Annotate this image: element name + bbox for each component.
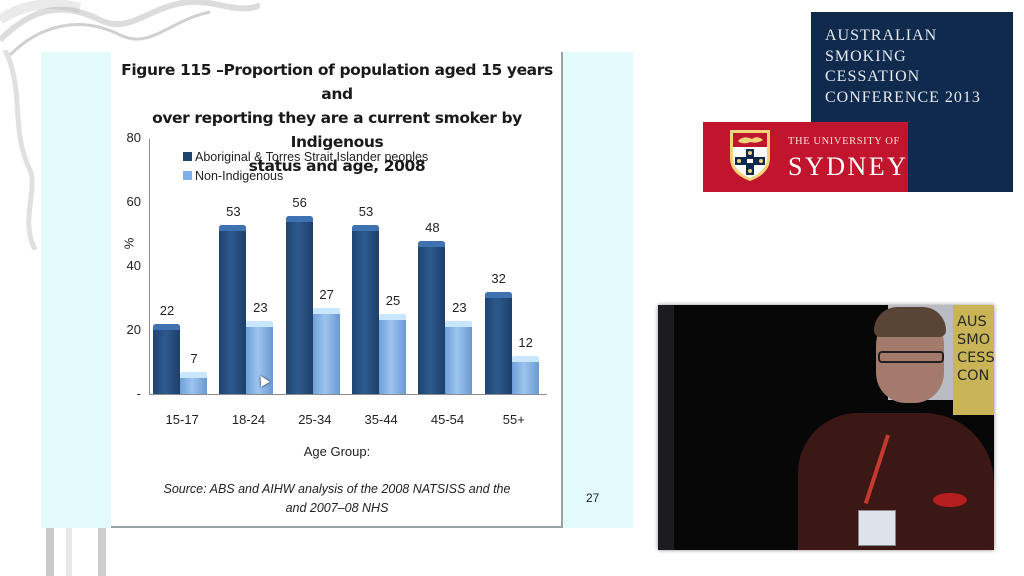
x-tick: 45-54: [430, 412, 465, 427]
chart-title: Figure 115 –Proportion of population age…: [111, 58, 563, 178]
bar-value-label: 23: [253, 299, 268, 315]
bar-indigenous: [285, 215, 313, 394]
bar-non-indigenous: [511, 355, 539, 394]
chart-source: Source: ABS and AIHW analysis of the 200…: [111, 480, 563, 518]
x-axis-title: Age Group:: [303, 444, 371, 459]
y-tick: 40: [126, 258, 141, 273]
bar-indigenous: [418, 241, 446, 394]
speaker-video: AUS SMO CESS CON: [658, 305, 994, 550]
speaker-hair: [874, 307, 946, 337]
chart-slide: Figure 115 –Proportion of population age…: [111, 52, 563, 528]
bar-value-label: 25: [385, 293, 401, 309]
university-logo: THE UNIVERSITY OF SYDNEY: [703, 122, 908, 192]
slide-left-margin: [41, 52, 111, 528]
video-curtain: [658, 305, 674, 550]
plot-area: 22 7 53 23 56 27 53 25 48 23 32 12: [149, 139, 547, 395]
x-axis: [149, 394, 547, 395]
source-line: and 2007–08 NHS: [285, 501, 389, 515]
bar-value-label: 23: [452, 299, 467, 315]
bar-value-label: 32: [491, 271, 506, 286]
smoke-decoration-bottom: [46, 528, 106, 576]
bar-indigenous: [153, 323, 180, 394]
y-axis: [149, 139, 150, 395]
legend-swatch: [183, 171, 192, 180]
university-crest-icon: [730, 130, 770, 181]
x-tick: 35-44: [364, 412, 398, 427]
bar-indigenous: [219, 225, 247, 394]
bar-value-label: 27: [319, 286, 334, 302]
bar-non-indigenous: [312, 307, 340, 394]
bar-indigenous: [352, 225, 379, 394]
x-tick: 18-24: [231, 412, 266, 427]
slide-page-number: 27: [586, 491, 600, 505]
microphone-icon: [933, 493, 967, 507]
bar-value-label: 53: [358, 204, 374, 220]
x-tick: 25-34: [298, 412, 332, 427]
y-tick: 20: [126, 322, 141, 337]
bar-non-indigenous: [379, 314, 406, 394]
video-banner: AUS SMO CESS CON: [953, 305, 994, 415]
smoke-decoration-left: [2, 50, 38, 250]
glasses-icon: [878, 351, 944, 363]
legend-label: Non-Indigenous: [195, 168, 284, 183]
bar-non-indigenous: [445, 320, 473, 394]
x-tick: 15-17: [165, 412, 199, 427]
y-axis-label: %: [121, 237, 137, 250]
bar-value-label: 12: [518, 334, 533, 350]
slide-right-margin: [563, 52, 633, 528]
banner-text: AUS SMO CESS CON: [957, 314, 994, 384]
chart-title-line: status and age, 2008: [248, 157, 426, 175]
bar-indigenous: [484, 292, 512, 394]
chart-legend: Aboriginal & Torres Strait Islander peop…: [183, 147, 428, 185]
university-of-label: THE UNIVERSITY OF: [788, 136, 900, 147]
legend-swatch: [183, 152, 192, 161]
smoke-decoration-top: [0, 0, 260, 57]
bar-value-label: 22: [159, 302, 175, 318]
y-tick: 60: [126, 194, 141, 209]
bar-value-label: 7: [190, 350, 198, 366]
legend-item-indigenous: Aboriginal & Torres Strait Islander peop…: [183, 147, 428, 166]
x-tick: 55+: [502, 412, 525, 427]
source-line: Source: ABS and AIHW analysis of the 200…: [163, 482, 511, 496]
bar-value-label: 48: [425, 220, 440, 235]
bar-non-indigenous: [180, 371, 207, 394]
bar-value-label: 56: [292, 194, 307, 210]
speaker-shirt: [798, 413, 994, 550]
bar-non-indigenous: [246, 320, 274, 394]
name-badge: [858, 510, 896, 546]
bar-value-label: 53: [226, 204, 241, 220]
legend-label: Aboriginal & Torres Strait Islander peop…: [195, 149, 429, 164]
y-tick: 80: [126, 130, 141, 145]
university-name: SYDNEY: [788, 152, 909, 181]
legend-item-non-indigenous: Non-Indigenous: [183, 166, 428, 185]
chart-title-line: Figure 115 –Proportion of population age…: [121, 61, 553, 103]
conference-name: AUSTRALIAN SMOKING CESSATION CONFERENCE …: [825, 27, 981, 106]
y-tick: -: [136, 386, 141, 401]
chart-title-line: over reporting they are a current smoker…: [152, 109, 522, 151]
